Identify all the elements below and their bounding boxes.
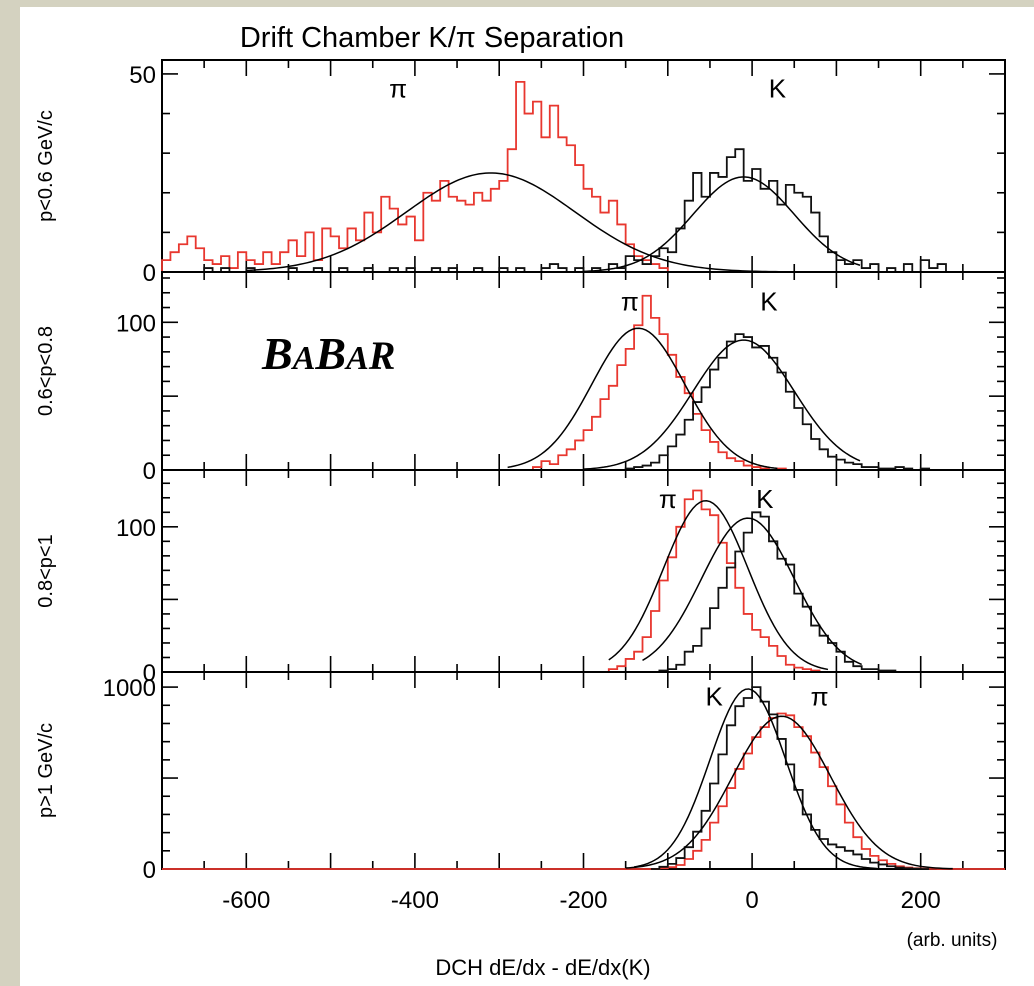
- particle-label: π: [621, 286, 639, 316]
- panel-frame: [161, 671, 1006, 870]
- particle-label: π: [811, 681, 829, 711]
- panel-ylabel: p>1 GeV/c: [35, 723, 57, 818]
- kaon-histogram: [195, 148, 955, 273]
- babar-logo: BABAR: [261, 328, 395, 379]
- kaon-fit-curve: [583, 176, 861, 273]
- panel-ylabel: 0.6<p<0.8: [35, 326, 57, 416]
- particle-label: π: [389, 74, 407, 104]
- y-tick-label: 1000: [103, 675, 156, 702]
- pion-fit-curve: [608, 499, 829, 671]
- y-tick-label: 50: [129, 62, 156, 89]
- kaon-histogram: [650, 511, 913, 673]
- pion-histogram: [162, 294, 803, 471]
- figure-frame: Drift Chamber K/π Separation 0 50 p<0.6 Ge…: [20, 7, 1034, 986]
- particle-label: K: [756, 484, 774, 514]
- x-axis-unit: (arb. units): [907, 930, 998, 951]
- pion-fit-curve: [625, 715, 953, 870]
- particle-label: K: [769, 74, 787, 104]
- x-tick-label: -400: [391, 887, 439, 914]
- kaon-histogram: [583, 333, 946, 471]
- panel-3: 0 100 0.8<p<1 π K: [35, 469, 1006, 687]
- kaon-fit-curve: [633, 688, 877, 870]
- panel-4: 0 1000 p>1 GeV/c K π: [35, 671, 1006, 884]
- pion-fit-curve: [507, 327, 778, 470]
- particle-label: K: [705, 681, 723, 711]
- babar-letter: B: [314, 328, 346, 379]
- pion-fit-curve: [246, 172, 793, 273]
- babar-letter: R: [368, 333, 396, 378]
- x-tick-label: 0: [745, 887, 758, 914]
- pion-histogram: [162, 489, 828, 673]
- x-tick-label: 200: [901, 887, 941, 914]
- chart-title: Drift Chamber K/π Separation: [240, 22, 624, 54]
- x-axis-label: DCH dE/dx - dE/dx(K): [435, 955, 650, 980]
- particle-label: π: [659, 484, 677, 514]
- y-tick-label: 100: [116, 515, 156, 542]
- kaon-fit-curve: [583, 339, 861, 470]
- kaon-histogram: [650, 686, 930, 870]
- y-tick-label: 0: [143, 260, 156, 287]
- x-tick-label: -600: [222, 887, 270, 914]
- y-tick-label: 100: [116, 310, 156, 337]
- y-tick-label: 0: [143, 458, 156, 485]
- particle-label: K: [760, 286, 778, 316]
- panel-ylabel: 0.8<p<1: [35, 534, 57, 607]
- y-tick-label: 0: [143, 660, 156, 687]
- x-axis: -600 -400 -200 0 200: [222, 887, 940, 914]
- babar-letter: B: [261, 328, 293, 379]
- panel-ylabel: p<0.6 GeV/c: [35, 110, 57, 222]
- chart-svg: Drift Chamber K/π Separation 0 50 p<0.6 Ge…: [35, 22, 1006, 980]
- x-tick-label: -200: [559, 887, 607, 914]
- kaon-fit-curve: [642, 517, 862, 666]
- babar-letter: A: [344, 340, 369, 377]
- pion-histogram: [162, 712, 1005, 870]
- panel-frame: [161, 469, 1006, 673]
- pion-histogram: [161, 80, 677, 273]
- panel-1: 0 50 p<0.6 GeV/c π K: [35, 59, 1006, 287]
- y-tick-label: 0: [143, 857, 156, 884]
- babar-letter: A: [291, 340, 316, 377]
